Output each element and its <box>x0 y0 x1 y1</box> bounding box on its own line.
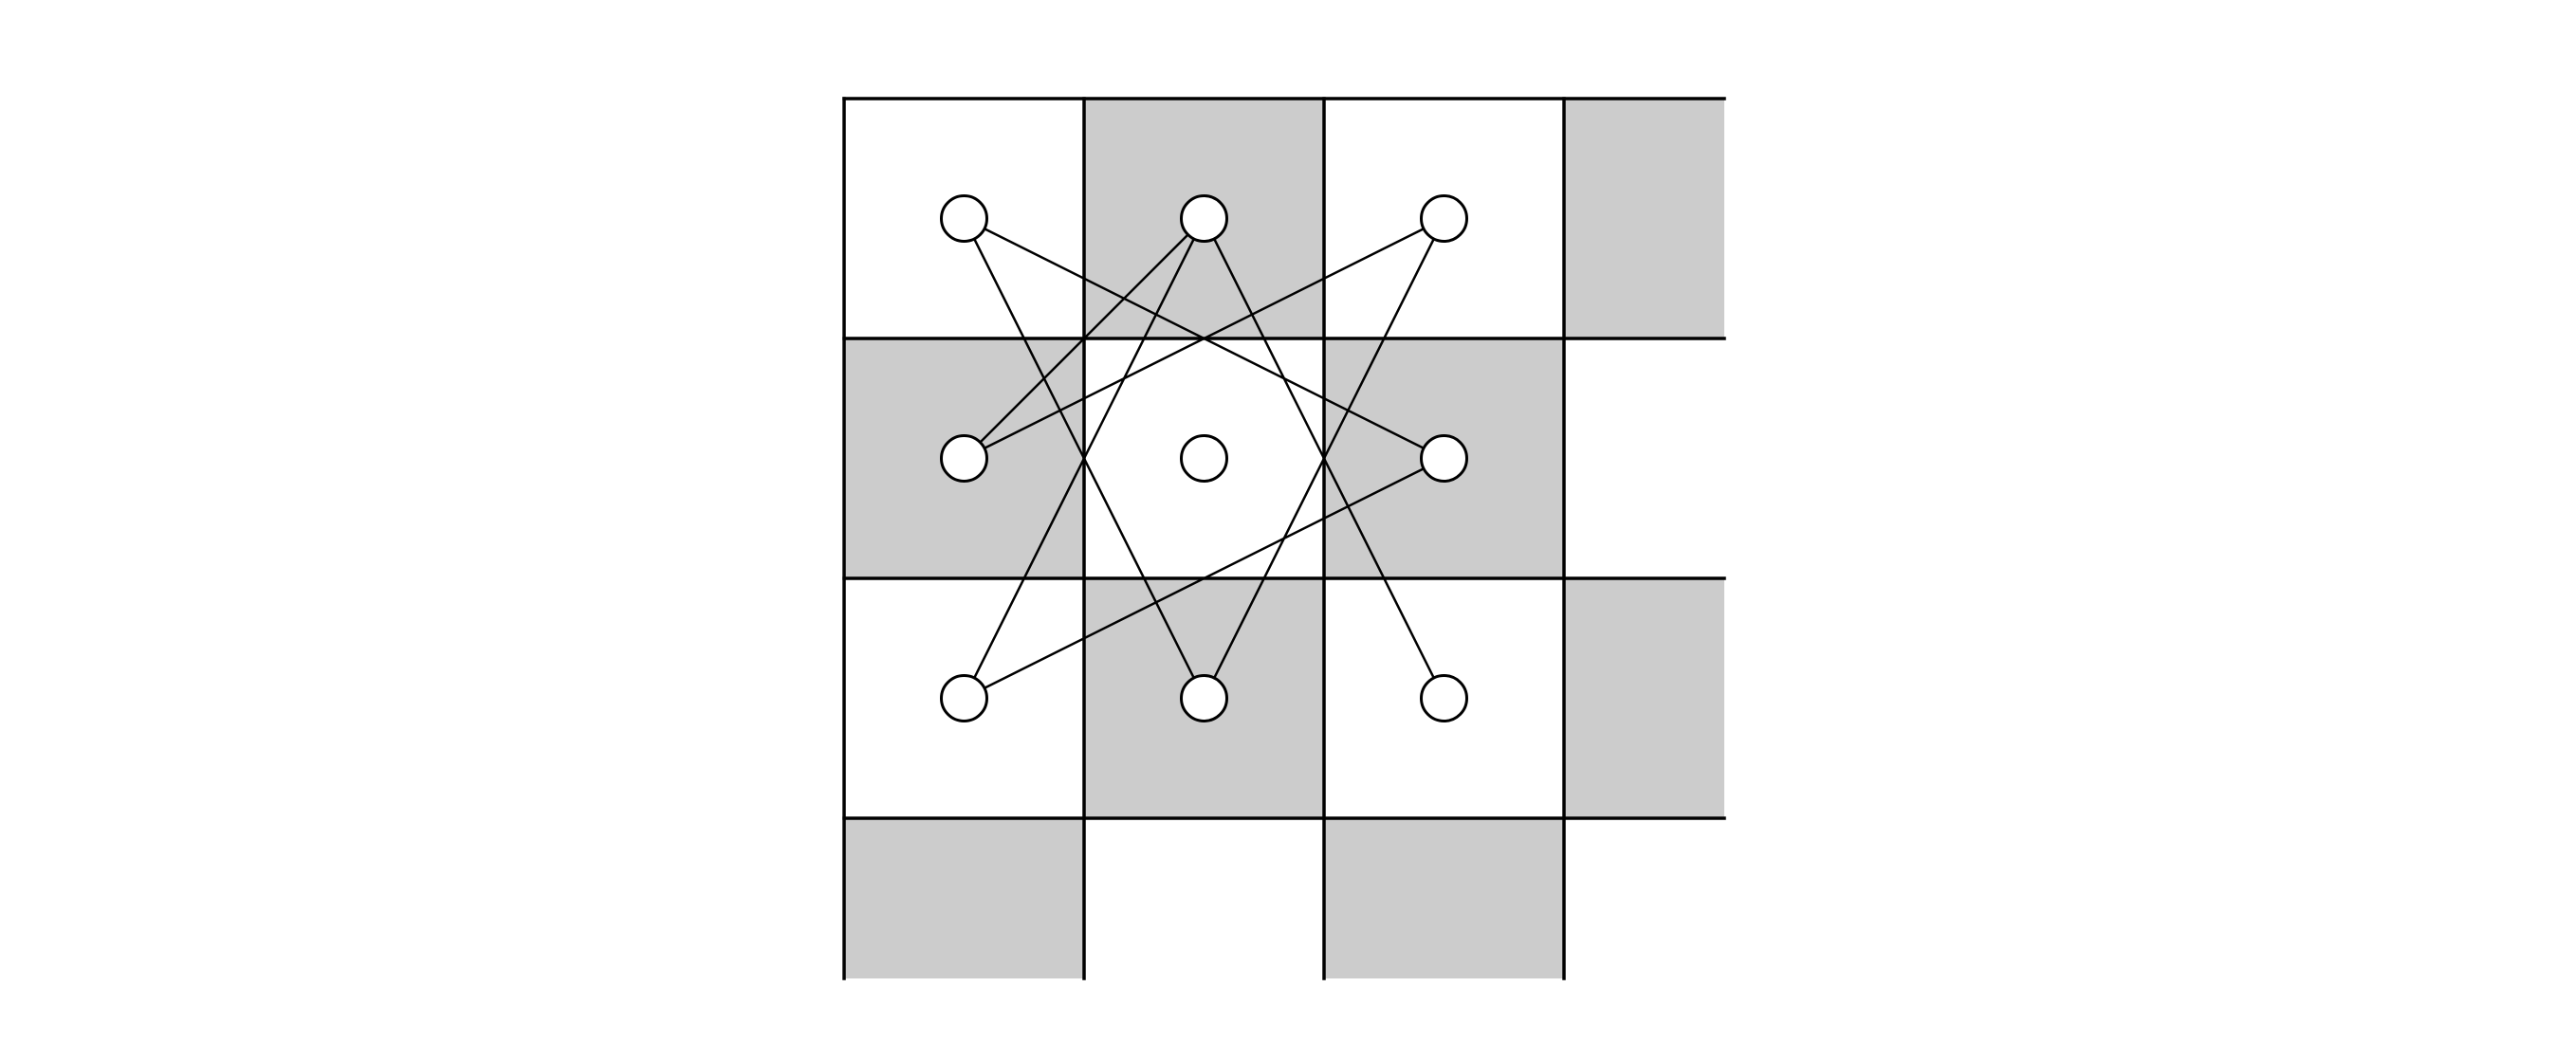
center-node <box>1180 434 1228 483</box>
square-node <box>940 674 988 722</box>
board-cell-white <box>1564 338 1724 578</box>
knight-move-edges <box>973 228 1435 689</box>
square-node <box>1180 194 1228 243</box>
board-grid <box>842 97 1726 980</box>
board-cell-white <box>1564 818 1724 978</box>
knight-move-edge <box>984 228 1425 449</box>
square-nodes <box>940 194 1468 722</box>
board-cell-white <box>1084 818 1324 978</box>
square-node <box>1420 434 1468 483</box>
knight-move-edge <box>1213 238 1435 679</box>
board-cell-gray <box>1564 578 1724 818</box>
knight-move-edge <box>973 238 1195 679</box>
square-node <box>940 194 988 243</box>
square-node <box>940 434 988 483</box>
board-cell-gray <box>1324 818 1564 978</box>
square-node <box>1420 194 1468 243</box>
knight-move-edge <box>979 233 1189 444</box>
board-cell-gray <box>844 818 1084 978</box>
board-cell-gray <box>1564 99 1724 338</box>
knight-move-edge <box>984 467 1425 689</box>
square-node <box>1180 674 1228 722</box>
square-node <box>1420 674 1468 722</box>
